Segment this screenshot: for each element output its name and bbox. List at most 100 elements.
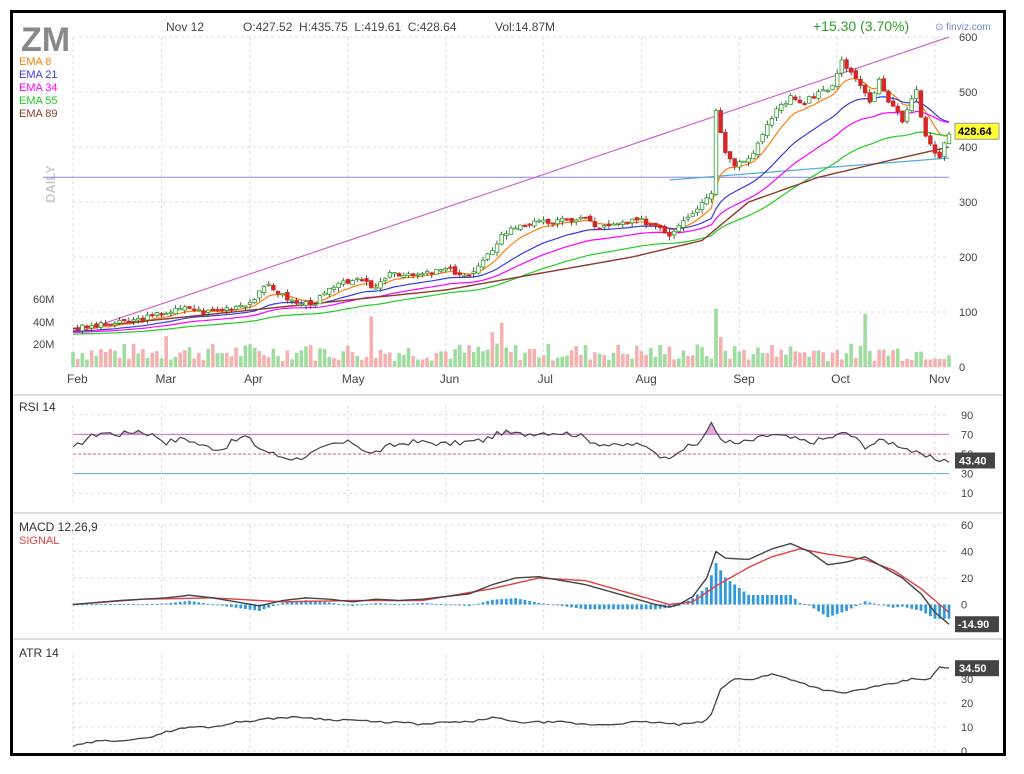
macd-histogram-bar [859, 603, 862, 605]
volume-bar [425, 357, 429, 367]
volume-bar [434, 353, 439, 367]
candle-body [676, 225, 681, 232]
volume-bar [234, 347, 238, 367]
volume-bar [546, 343, 551, 367]
macd-histogram-bar [216, 604, 219, 606]
candle-body [173, 307, 178, 315]
candle-body [466, 274, 472, 277]
macd-value-tag [955, 616, 999, 633]
candle-body [779, 104, 784, 111]
candle-body [639, 217, 644, 220]
volume-bar [798, 352, 802, 367]
volume-bar [341, 351, 346, 367]
macd-histogram-bar [127, 604, 131, 605]
candle-body [546, 218, 551, 224]
macd-histogram-bar [318, 601, 322, 605]
rsi-value: 43.40 [959, 455, 987, 467]
volume-bar [835, 349, 839, 367]
volume-bar [895, 348, 900, 367]
candle-body [681, 220, 686, 228]
volume-axis-label: 20M [33, 339, 54, 351]
volume-bar [420, 359, 425, 367]
macd-histogram-bar [360, 604, 364, 606]
candle-body [252, 299, 257, 304]
macd-histogram-bar [630, 604, 634, 610]
macd-histogram-bar [253, 604, 257, 611]
candle-body [629, 218, 635, 224]
legend-entry-ema-21: EMA 21 [19, 69, 58, 81]
candle-body [410, 273, 416, 276]
volume-bar [756, 347, 760, 367]
rsi-line [72, 421, 950, 463]
candle-body [429, 272, 434, 275]
volume-bar [742, 350, 746, 367]
macd-histogram-bar [113, 604, 117, 605]
candle-body [196, 308, 202, 311]
volume-bar [159, 358, 164, 367]
candle-body [378, 281, 383, 289]
candle-body [592, 221, 598, 228]
candle-body [867, 92, 872, 103]
candle-body [215, 309, 220, 312]
volume-bar [248, 344, 252, 367]
macd-histogram-bar [509, 598, 513, 605]
macd-histogram-bar [733, 584, 737, 605]
volume-bar [75, 358, 80, 367]
candle-body [713, 110, 719, 195]
volume-bar [145, 357, 150, 367]
macd-histogram-bar [374, 602, 378, 605]
macd-histogram-bar [425, 603, 429, 605]
macd-histogram-bar [649, 604, 653, 610]
atr-axis-label: 30 [961, 674, 973, 686]
macd-histogram-bar [593, 604, 597, 610]
candle-body [807, 96, 812, 104]
macd-histogram-bar [938, 604, 942, 619]
volume-bar [718, 336, 723, 367]
candle-body [760, 134, 765, 143]
volume-bar [569, 350, 574, 367]
volume-bar [499, 322, 504, 367]
candle-body [434, 269, 439, 275]
macd-value: -14.90 [958, 619, 989, 631]
volume-bar [411, 356, 415, 367]
atr-line [72, 666, 950, 748]
volume-bar [630, 358, 634, 367]
candle-body [653, 222, 658, 227]
candle-body [793, 96, 798, 100]
macd-histogram-bar [99, 604, 103, 605]
macd-histogram-bar [705, 587, 709, 605]
macd-histogram-bar [80, 604, 84, 606]
macd-histogram-bar [728, 580, 732, 605]
macd-axis-label: 0 [961, 600, 967, 612]
volume-bar [737, 351, 742, 367]
candle-body [615, 222, 621, 225]
macd-histogram-bar [835, 604, 839, 615]
candle-body [574, 219, 579, 223]
candle-body [322, 292, 327, 296]
candle-body [853, 70, 859, 79]
macd-histogram-bar [616, 604, 620, 610]
candle-body [751, 152, 756, 160]
candle-body [452, 266, 458, 275]
macd-histogram-bar [607, 604, 611, 610]
volume-bar [602, 355, 606, 367]
price-axis-label: 600 [959, 32, 977, 44]
candle-body [583, 216, 588, 219]
volume-bar [523, 352, 527, 367]
macd-histogram-bar [276, 604, 280, 606]
macd-histogram-bar [775, 594, 778, 605]
volume-bar [215, 353, 220, 367]
macd-histogram-bar [779, 594, 783, 605]
macd-histogram-bar [104, 604, 108, 605]
candle-body [741, 160, 747, 163]
candle-body [737, 161, 742, 168]
macd-histogram-bar [132, 604, 135, 606]
candle-body [788, 95, 793, 105]
candle-body [457, 272, 462, 276]
macd-axis-label: 60 [961, 520, 973, 532]
volume-bar [709, 358, 714, 367]
volume-bar [765, 353, 770, 367]
candle-body [341, 280, 346, 285]
candle-body [881, 78, 886, 92]
